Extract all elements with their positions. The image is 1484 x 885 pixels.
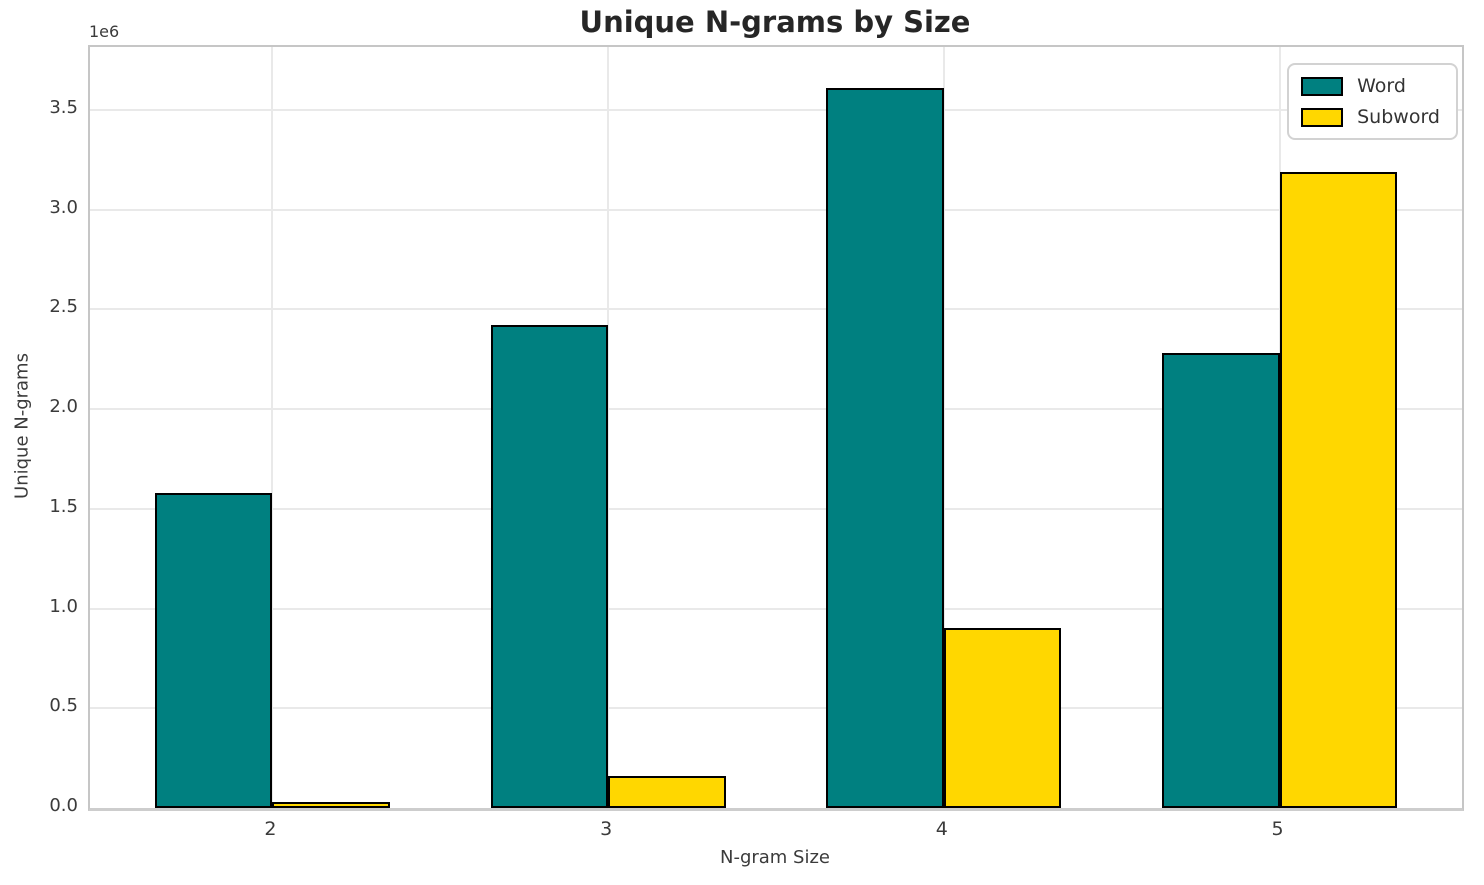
y-tick-label: 0.5 <box>49 695 78 717</box>
y-tick-label: 3.0 <box>49 196 78 218</box>
legend-item-subword: Subword <box>1301 106 1440 128</box>
gridline-horizontal <box>90 507 1462 510</box>
gridline-horizontal <box>90 108 1462 111</box>
gridline-vertical <box>942 47 945 808</box>
y-tick-label: 1.0 <box>49 595 78 617</box>
gridline-horizontal <box>90 707 1462 710</box>
y-tick-label: 3.5 <box>49 96 78 118</box>
bar-subword-3 <box>608 776 726 808</box>
gridline-vertical <box>271 47 274 808</box>
y-axis-offset-label: 1e6 <box>89 22 120 41</box>
x-tick-label: 2 <box>264 818 277 840</box>
y-tick-label: 2.5 <box>49 296 78 318</box>
y-tick-label: 0.0 <box>49 795 78 816</box>
bar-subword-4 <box>943 628 1062 808</box>
y-axis-title: Unique N-grams <box>11 353 33 499</box>
gridline-horizontal <box>90 208 1462 211</box>
bar-word-5 <box>1162 353 1280 808</box>
gridline-horizontal <box>90 308 1462 311</box>
bar-word-3 <box>490 325 609 808</box>
gridline-horizontal <box>90 607 1462 610</box>
bar-subword-5 <box>1279 171 1397 808</box>
legend-swatch-word <box>1301 76 1344 96</box>
x-axis-title: N-gram Size <box>719 847 831 868</box>
y-tick-label: 2.0 <box>49 396 78 418</box>
x-tick-label: 3 <box>600 818 613 840</box>
plot-area <box>88 45 1464 811</box>
gridline-horizontal <box>90 408 1462 411</box>
legend-swatch-subword <box>1301 107 1344 127</box>
legend-label: Subword <box>1357 106 1440 128</box>
x-tick-label: 4 <box>935 818 948 840</box>
bar-subword-2 <box>272 802 390 808</box>
legend-label: Word <box>1357 75 1406 97</box>
chart-title: Unique N-grams by Size <box>579 5 971 39</box>
legend: Word Subword <box>1287 63 1458 140</box>
legend-item-word: Word <box>1301 75 1440 97</box>
bar-word-4 <box>826 87 944 808</box>
x-tick-label: 5 <box>1271 818 1284 840</box>
gridline-vertical <box>607 47 610 808</box>
bar-word-2 <box>154 492 273 808</box>
y-tick-label: 1.5 <box>49 495 78 517</box>
